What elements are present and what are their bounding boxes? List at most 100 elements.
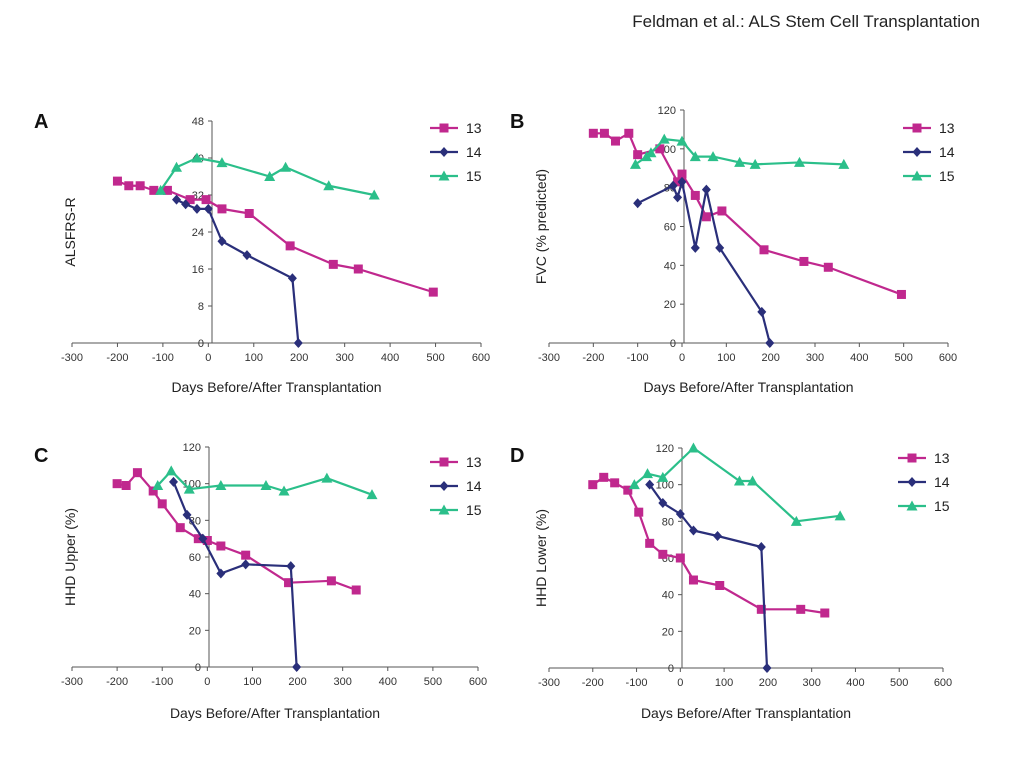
data-point [677, 169, 687, 179]
data-point [642, 468, 653, 479]
series-line-14 [648, 484, 769, 669]
y-tick-label: 120 [656, 443, 674, 455]
legend-label-14: 14 [934, 474, 950, 490]
data-point [759, 245, 769, 255]
data-point [757, 306, 767, 317]
data-point [747, 475, 759, 486]
panel-letter: D [510, 445, 524, 467]
legend-label-13: 13 [466, 120, 482, 136]
data-point [285, 241, 295, 251]
data-point [715, 242, 725, 253]
data-point [599, 472, 609, 482]
series-14 [645, 479, 772, 673]
data-point [655, 144, 665, 154]
series-14 [172, 194, 303, 348]
x-tick-label: 500 [894, 352, 912, 364]
panel-letter: B [510, 111, 524, 133]
data-point [749, 158, 761, 169]
data-point [351, 585, 361, 595]
data-point [820, 608, 830, 618]
series-line-14 [637, 180, 771, 344]
legend-marker-13 [439, 123, 449, 133]
series-14 [633, 176, 775, 348]
legend-label-14: 14 [466, 144, 482, 160]
x-tick-label: 400 [850, 352, 868, 364]
data-point [687, 442, 699, 453]
data-point [428, 287, 438, 297]
data-point [216, 157, 228, 168]
data-point [185, 195, 195, 205]
x-tick-label: -100 [626, 677, 648, 689]
data-point [588, 128, 598, 138]
data-point [715, 581, 725, 590]
data-point [132, 468, 142, 478]
data-point [366, 489, 378, 500]
data-point [633, 198, 643, 209]
x-tick-label: 0 [204, 676, 210, 688]
data-point [112, 479, 122, 489]
x-tick-label: -300 [538, 677, 560, 689]
legend: 13 14 15 [898, 450, 950, 514]
data-point [183, 483, 195, 494]
legend-marker-14 [907, 477, 917, 487]
series-13 [588, 128, 906, 299]
series-15 [628, 442, 846, 526]
legend: 13 14 15 [903, 120, 955, 184]
data-point [157, 499, 167, 509]
data-point [260, 480, 272, 490]
y-axis-label: HHD Upper (%) [62, 508, 78, 606]
data-point [193, 534, 203, 544]
x-tick-label: 100 [245, 352, 263, 364]
data-point [707, 151, 719, 162]
data-point [756, 604, 766, 614]
y-tick-label: 0 [670, 338, 676, 350]
data-point [215, 480, 227, 490]
series-line-15 [159, 156, 375, 197]
x-tick-label: 500 [424, 676, 442, 688]
legend-label-13: 13 [934, 450, 950, 466]
data-point [623, 485, 633, 495]
data-point [121, 481, 131, 490]
data-point [203, 203, 213, 214]
x-tick-label: -300 [538, 352, 560, 364]
data-point [353, 264, 363, 274]
data-point [645, 538, 655, 548]
data-point [658, 133, 670, 144]
y-tick-label: 100 [656, 480, 674, 492]
x-axis-label: Days Before/After Transplantation [643, 379, 853, 395]
y-tick-label: 120 [183, 442, 201, 454]
data-point [717, 206, 727, 216]
data-point [241, 559, 251, 570]
y-tick-label: 16 [192, 264, 204, 276]
data-point [217, 204, 227, 214]
data-point [171, 161, 183, 172]
x-tick-label: 300 [806, 352, 824, 364]
data-point [823, 262, 833, 272]
data-point [242, 250, 252, 261]
series-line-14 [172, 481, 298, 668]
data-point [321, 472, 333, 483]
x-tick-label: 600 [472, 352, 490, 364]
data-point [162, 185, 172, 195]
running-header: Feldman et al.: ALS Stem Cell Transplant… [632, 12, 980, 31]
legend-marker-13 [907, 453, 917, 463]
data-point [675, 553, 685, 563]
y-tick-label: 0 [195, 662, 201, 674]
y-axis-label: HHD Lower (%) [533, 509, 549, 607]
data-point [677, 176, 687, 187]
legend-label-13: 13 [939, 120, 955, 136]
series-line-13 [592, 476, 825, 615]
data-point [599, 128, 609, 138]
data-point [645, 147, 657, 158]
panel-b: B-300 -200 -100 0 100 200 300 400 500 60002040608… [510, 105, 957, 395]
x-tick-label: 400 [381, 352, 399, 364]
data-point [624, 128, 634, 138]
data-point [799, 256, 809, 266]
data-point [690, 242, 700, 253]
x-axis-label: Days Before/After Transplantation [641, 705, 851, 721]
x-tick-label: 600 [934, 677, 952, 689]
data-point [688, 525, 698, 536]
data-point [733, 475, 745, 486]
x-tick-label: 600 [469, 676, 487, 688]
x-tick-label: 0 [677, 677, 683, 689]
